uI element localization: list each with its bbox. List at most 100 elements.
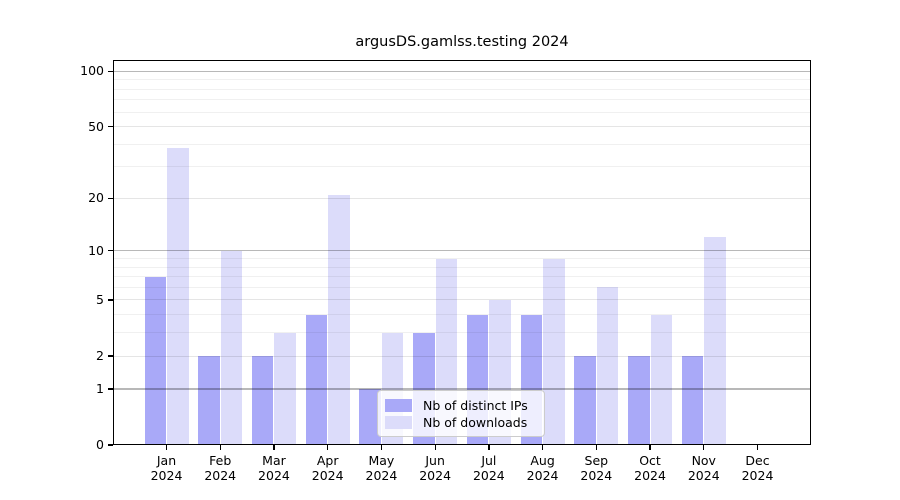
bar-downloads-oct — [650, 314, 673, 445]
y-tick-100 — [108, 70, 113, 72]
gridline-9 — [113, 258, 811, 259]
y-tick-label-5: 5 — [96, 291, 104, 307]
gridline-10 — [113, 250, 811, 252]
y-tick-0 — [108, 444, 113, 446]
x-tick-label-jul: Jul 2024 — [460, 453, 518, 483]
bar-downloads-jan — [167, 148, 189, 445]
x-tick-year: 2024 — [634, 468, 666, 483]
legend-row-distinct-ips: Nb of distinct IPs — [385, 397, 534, 413]
y-tick-2 — [108, 355, 113, 357]
gridline-6 — [113, 286, 811, 288]
bar-ips-oct — [628, 356, 650, 445]
gridline-1 — [113, 388, 811, 390]
x-tick-may — [380, 445, 383, 450]
gridline-4 — [113, 314, 811, 316]
x-tick-label-apr: Apr 2024 — [299, 453, 357, 483]
x-tick-jan — [165, 445, 168, 450]
x-tick-label-may: May 2024 — [352, 453, 410, 483]
x-tick-nov — [703, 445, 705, 450]
x-tick-sep — [595, 445, 597, 450]
grid-layer — [113, 60, 811, 445]
y-tick-50 — [108, 125, 113, 128]
gridline-30 — [113, 166, 811, 168]
x-tick-oct — [649, 445, 651, 450]
y-tick-5 — [108, 299, 113, 301]
legend-swatch-distinct-ips — [385, 398, 412, 412]
y-tick-10 — [108, 250, 113, 252]
y-tick-label-10: 10 — [88, 242, 104, 258]
x-tick-year: 2024 — [472, 468, 505, 483]
y-tick-label-20: 20 — [88, 190, 104, 206]
gridline-3 — [113, 332, 811, 334]
bar-downloads-aug — [543, 258, 565, 445]
x-tick-month: Oct — [639, 453, 661, 468]
bar-downloads-feb — [220, 250, 243, 445]
x-tick-label-aug: Aug 2024 — [514, 453, 572, 483]
x-tick-month: Jan — [156, 453, 177, 468]
x-tick-jul — [488, 445, 490, 450]
x-tick-aug — [541, 445, 544, 450]
x-tick-label-oct: Oct 2024 — [621, 453, 679, 483]
x-tick-label-nov: Nov 2024 — [675, 453, 733, 483]
x-tick-month: May — [368, 453, 395, 468]
x-tick-year: 2024 — [311, 468, 344, 483]
chart-title: argusDS.gamlss.testing 2024 — [355, 34, 569, 50]
y-tick-label-1: 1 — [96, 380, 104, 396]
x-tick-month: Apr — [316, 453, 339, 468]
gridline-2 — [113, 355, 811, 357]
bar-ips-mar — [251, 356, 274, 445]
gridline-80 — [113, 88, 811, 90]
bar-downloads-apr — [328, 194, 350, 445]
gridline-70 — [113, 99, 811, 101]
x-tick-year: 2024 — [204, 468, 237, 483]
x-tick-month: Jul — [481, 453, 497, 468]
x-tick-year: 2024 — [687, 468, 720, 483]
gridline-5 — [113, 299, 811, 301]
x-tick-year: 2024 — [526, 468, 559, 483]
x-tick-year: 2024 — [258, 468, 290, 483]
x-tick-label-jan: Jan 2024 — [138, 453, 196, 483]
x-tick-month: Aug — [530, 453, 555, 468]
y-tick-label-2: 2 — [96, 348, 104, 364]
bar-downloads-sep — [596, 287, 619, 445]
x-tick-label-jun: Jun 2024 — [406, 453, 464, 483]
x-tick-month: Feb — [209, 453, 232, 468]
x-tick-year: 2024 — [580, 468, 613, 483]
gridline-50 — [113, 126, 811, 128]
x-tick-year: 2024 — [419, 468, 452, 483]
gridline-20 — [113, 197, 811, 199]
bar-ips-feb — [198, 356, 220, 445]
x-tick-month: Nov — [691, 453, 716, 468]
x-tick-year: 2024 — [150, 468, 183, 483]
bar-ips-nov — [681, 356, 704, 445]
y-tick-label-100: 100 — [80, 63, 104, 79]
legend-row-downloads: Nb of downloads — [385, 414, 534, 430]
legend-label-downloads: Nb of downloads — [423, 414, 528, 430]
gridline-8 — [113, 266, 811, 268]
x-tick-month: Sep — [584, 453, 609, 468]
bar-downloads-mar — [274, 332, 296, 445]
x-tick-dec — [756, 445, 759, 450]
bar-downloads-nov — [704, 237, 726, 445]
y-tick-label-0: 0 — [96, 437, 104, 452]
legend: Nb of distinct IPs Nb of downloads — [377, 390, 545, 437]
bar-ips-may — [359, 388, 381, 445]
x-tick-label-mar: Mar 2024 — [245, 453, 303, 483]
gridline-40 — [113, 143, 811, 145]
gridline-90 — [113, 79, 811, 81]
bar-ips-jan — [144, 276, 166, 445]
bar-ips-apr — [305, 314, 328, 445]
x-tick-month: Mar — [262, 453, 286, 468]
x-tick-year: 2024 — [365, 468, 398, 483]
x-tick-month: Dec — [745, 453, 770, 468]
x-tick-year: 2024 — [741, 468, 774, 483]
x-tick-label-dec: Dec 2024 — [729, 453, 787, 483]
x-tick-month: Jun — [425, 453, 445, 468]
legend-label-distinct-ips: Nb of distinct IPs — [423, 397, 528, 413]
x-tick-jun — [434, 445, 436, 450]
x-tick-label-feb: Feb 2024 — [191, 453, 249, 483]
gridline-7 — [113, 276, 811, 278]
x-tick-label-sep: Sep 2024 — [567, 453, 625, 483]
y-tick-1 — [108, 388, 113, 390]
